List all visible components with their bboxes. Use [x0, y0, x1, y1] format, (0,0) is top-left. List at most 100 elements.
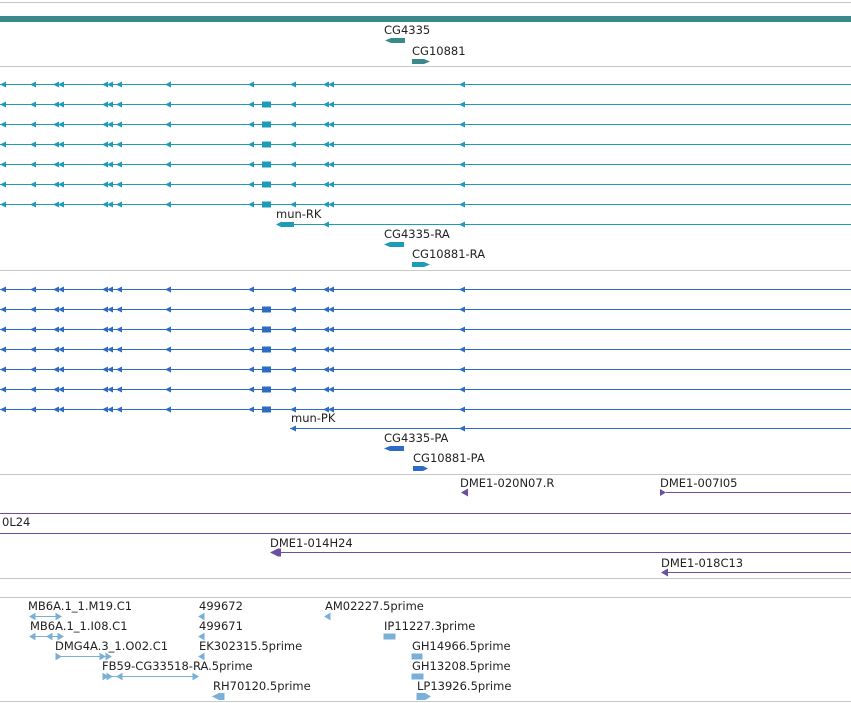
est-block[interactable] [411, 653, 423, 660]
exon-arrow [323, 181, 329, 188]
est-arrow[interactable] [198, 612, 205, 621]
clone-glyph-dme1-007i05[interactable] [660, 489, 666, 496]
exon-arrow [107, 346, 113, 353]
exon-arrow [53, 346, 59, 353]
exon-arrow [328, 386, 334, 393]
exon-arrow [328, 286, 334, 293]
exon-arrow [248, 181, 254, 188]
exon-arrow [107, 121, 113, 128]
exon-arrow [102, 121, 108, 128]
protein-label[interactable]: CG10881-PA [413, 451, 485, 465]
transcript-glyph-mun-rk[interactable] [281, 222, 294, 227]
transcript-label[interactable]: CG4335-RA [384, 227, 450, 241]
exon-block [262, 346, 271, 353]
est-arrow[interactable] [198, 652, 205, 661]
clone-label[interactable]: DME1-014H24 [270, 536, 353, 550]
gene-label[interactable]: CG10881 [412, 44, 466, 58]
exon-arrow [30, 141, 36, 148]
est-arrow[interactable] [55, 652, 112, 661]
est-arrow[interactable] [29, 612, 62, 621]
est-label[interactable]: GH13208.5prime [412, 659, 511, 673]
est-label[interactable]: EK302315.5prime [199, 639, 303, 653]
exon-block [262, 201, 271, 208]
exon-arrow [248, 306, 254, 313]
clone-label[interactable]: DME1-020N07.R [460, 476, 555, 490]
est-arrow[interactable] [198, 632, 205, 641]
exon-arrow [116, 406, 122, 413]
exon-arrow [30, 201, 36, 208]
exon-arrow [459, 346, 465, 353]
est-arrow[interactable] [416, 693, 431, 700]
track-separator [0, 2, 851, 3]
est-block[interactable] [411, 673, 424, 680]
est-label[interactable]: DMG4A.3_1.O02.C1 [55, 639, 169, 653]
exon-arrow [328, 306, 334, 313]
exon-arrow [290, 141, 296, 148]
exon-arrow [116, 201, 122, 208]
exon-arrow [58, 181, 64, 188]
exon-arrow [58, 141, 64, 148]
exon-arrow [102, 141, 108, 148]
est-arrow[interactable] [211, 693, 225, 700]
est-label[interactable]: MB6A.1_1.M19.C1 [28, 599, 133, 613]
transcript-glyph-cg4335-ra[interactable] [384, 242, 404, 247]
transcript-label[interactable]: CG10881-RA [412, 247, 486, 261]
transcript-glyph-cg10881-ra[interactable] [412, 262, 430, 267]
exon-arrow [53, 386, 59, 393]
exon-arrow [290, 406, 296, 413]
transcript-label[interactable]: mun-RK [276, 207, 322, 221]
exon-arrow [107, 141, 113, 148]
exon-arrow [323, 326, 329, 333]
gene-label[interactable]: CG4335 [384, 23, 431, 37]
exon-arrow [328, 161, 334, 168]
clone-label[interactable]: DME1-007I05 [660, 476, 738, 490]
exon-block [262, 326, 271, 333]
clone-label[interactable]: DME1-018C13 [661, 556, 744, 570]
est-arrow[interactable] [102, 672, 199, 681]
exon-arrow [323, 101, 329, 108]
exon-arrow [0, 366, 6, 373]
exon-arrow [0, 326, 6, 333]
protein-glyph-cg10881-pa[interactable] [413, 466, 428, 471]
clone-label[interactable]: 0L24 [2, 515, 31, 529]
est-label[interactable]: IP11227.3prime [384, 619, 476, 633]
exon-arrow [323, 81, 329, 88]
est-label[interactable]: MB6A.1_1.I08.C1 [30, 619, 128, 633]
clone-glyph-dme1-018c13[interactable] [661, 568, 668, 577]
est-label[interactable]: LP13926.5prime [417, 679, 512, 693]
est-arrow[interactable] [324, 612, 331, 621]
clone-glyph-dme1-020n07[interactable] [461, 488, 468, 497]
exon-arrow [165, 306, 171, 313]
exon-arrow [248, 286, 254, 293]
exon-arrow [323, 346, 329, 353]
protein-label[interactable]: CG4335-PA [384, 431, 449, 445]
exon-arrow [30, 406, 36, 413]
est-label[interactable]: GH14966.5prime [412, 639, 511, 653]
clone-glyph-dme1-014h24[interactable] [270, 548, 281, 557]
gene-glyph-cg4335[interactable] [385, 38, 405, 43]
gene-span-bar[interactable] [0, 16, 851, 22]
est-block[interactable] [383, 633, 396, 640]
protein-label[interactable]: mun-PK [291, 411, 336, 425]
est-arrow[interactable] [29, 632, 64, 641]
exon-arrow [459, 306, 465, 313]
est-label[interactable]: AM02227.5prime [325, 599, 424, 613]
exon-arrow [107, 306, 113, 313]
exon-arrow [290, 346, 296, 353]
est-label[interactable]: RH70120.5prime [213, 679, 311, 693]
exon-arrow [116, 306, 122, 313]
protein-glyph-cg4335-pa[interactable] [384, 446, 404, 451]
exon-arrow [290, 366, 296, 373]
exon-arrow [290, 181, 296, 188]
exon-arrow [58, 81, 64, 88]
exon-arrow [459, 141, 465, 148]
est-label[interactable]: 499671 [199, 619, 243, 633]
exon-arrow [53, 366, 59, 373]
est-label[interactable]: 499672 [199, 599, 243, 613]
exon-arrow [58, 366, 64, 373]
exon-arrow [165, 386, 171, 393]
gene-glyph-cg10881[interactable] [412, 59, 430, 64]
exon-arrow [116, 286, 122, 293]
est-label[interactable]: FB59-CG33518-RA.5prime [102, 659, 253, 673]
